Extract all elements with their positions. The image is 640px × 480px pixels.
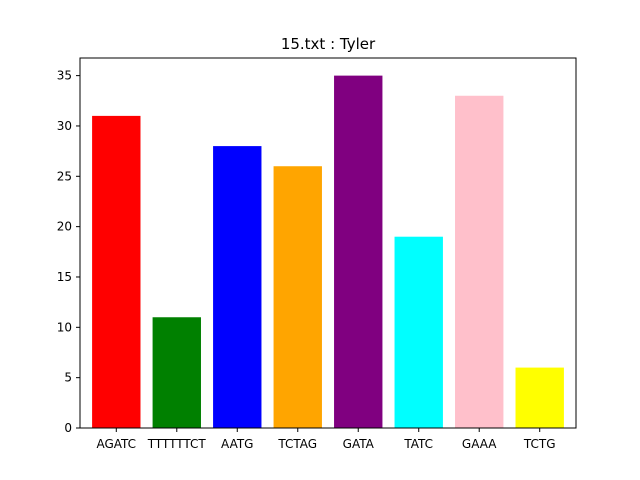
y-axis: 0 5 10 15 20 25 30 35 — [57, 69, 80, 435]
bar-tctag — [273, 166, 322, 428]
y-tick-label: 10 — [57, 320, 72, 334]
bar-tctg — [515, 367, 564, 428]
bar-aatg — [213, 146, 262, 428]
x-tick-label: TTTTTTCT — [147, 437, 207, 451]
x-tick-label: TCTAG — [277, 437, 317, 451]
y-tick-label: 35 — [57, 69, 72, 83]
bars-group — [92, 75, 564, 429]
x-axis: AGATC TTTTTTCT AATG TCTAG GATA TATC GAAA TCTG — [96, 428, 556, 451]
y-tick-label: 20 — [57, 220, 72, 234]
y-tick-label: 15 — [57, 270, 72, 284]
x-tick-label: TCTG — [523, 437, 556, 451]
plot-frame — [79, 57, 577, 429]
bar-gaaa — [455, 95, 504, 429]
chart-title: 15.txt : Tyler — [281, 35, 376, 53]
x-tick-label: TATC — [403, 437, 433, 451]
bar-gata — [334, 75, 383, 428]
y-tick-label: 25 — [57, 169, 72, 183]
x-tick-label: AATG — [221, 437, 253, 451]
y-tick-label: 0 — [64, 421, 72, 435]
x-tick-label: GAAA — [462, 437, 497, 451]
y-tick-label: 5 — [64, 371, 72, 385]
y-tick-label: 30 — [57, 119, 72, 133]
bar-tatc — [394, 236, 443, 428]
bar-ttttttct — [152, 317, 201, 428]
x-tick-label: GATA — [343, 437, 375, 451]
x-tick-label: AGATC — [96, 437, 136, 451]
bar-agatc — [92, 115, 141, 428]
